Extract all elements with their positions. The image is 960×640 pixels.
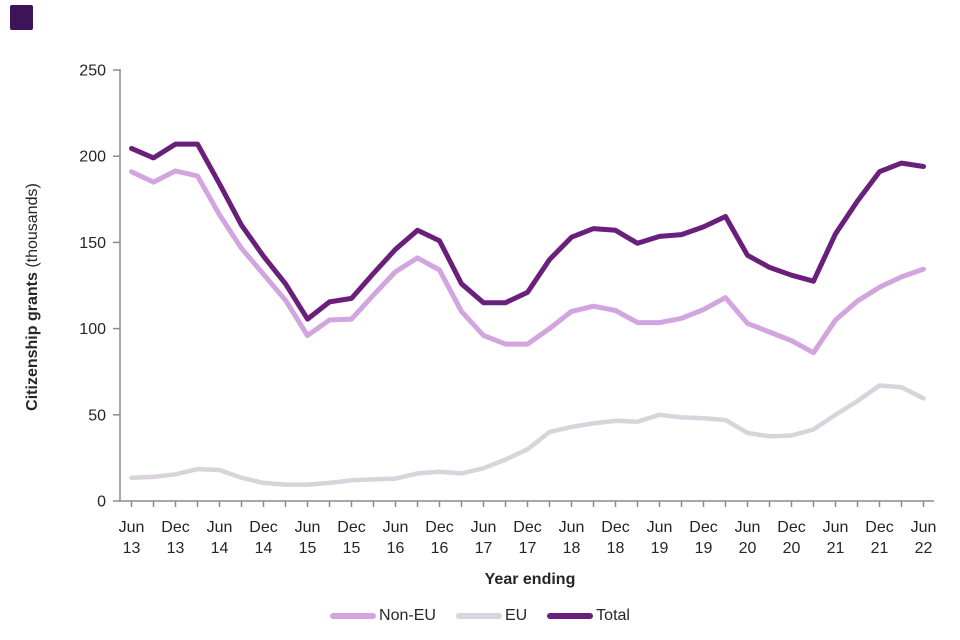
- x-axis-title: Year ending: [484, 571, 576, 588]
- x-tick-label-month: Jun: [383, 519, 409, 536]
- x-tick-label-year: 19: [695, 540, 713, 557]
- x-tick-label-month: Dec: [777, 519, 805, 536]
- x-tick-label-year: 17: [475, 540, 493, 557]
- x-tick-label-month: Dec: [249, 519, 277, 536]
- x-tick-label-year: 18: [563, 540, 581, 557]
- total-line: [129, 141, 926, 322]
- eu-legend-label: EU: [504, 607, 528, 624]
- x-tick-label-year: 19: [651, 540, 669, 557]
- x-tick-label-month: Jun: [559, 519, 585, 536]
- x-tick-label-month: Jun: [911, 519, 937, 536]
- y-axis-title-units: (thousands): [24, 183, 41, 273]
- x-tick-label-year: 21: [827, 540, 845, 557]
- x-tick-label-year: 21: [871, 540, 889, 557]
- x-tick-label-year: 15: [299, 540, 317, 557]
- x-tick-label-month: Dec: [425, 519, 453, 536]
- x-tick-label-year: 22: [915, 540, 933, 557]
- total-legend-label: Total: [596, 607, 630, 624]
- x-tick-label-month: Jun: [647, 519, 673, 536]
- y-axis-title-main: Citizenship grants: [24, 272, 41, 411]
- y-tick-label: 100: [79, 321, 106, 338]
- x-tick-label-year: 14: [211, 540, 229, 557]
- x-tick-label-month: Dec: [601, 519, 629, 536]
- logo-mark: [10, 5, 33, 30]
- legend-item-non-eu: Non-EU: [330, 607, 436, 625]
- x-tick-label-year: 17: [519, 540, 537, 557]
- total-swatch: [547, 613, 594, 619]
- x-tick-label-year: 18: [607, 540, 625, 557]
- x-tick-label-month: Jun: [471, 519, 497, 536]
- eu-line: [129, 383, 926, 487]
- y-tick-label: 150: [79, 235, 106, 252]
- y-tick-label: 250: [79, 63, 106, 80]
- y-tick-label: 0: [97, 494, 106, 511]
- legend-item-eu: EU: [455, 607, 528, 625]
- y-tick-label: 200: [79, 149, 106, 166]
- x-tick-label-year: 14: [255, 540, 273, 557]
- x-tick-label-month: Jun: [119, 519, 145, 536]
- x-tick-label-year: 13: [123, 540, 141, 557]
- non-eu-line: [129, 168, 926, 356]
- legend-item-total: Total: [547, 607, 630, 625]
- x-tick-label-month: Dec: [513, 519, 541, 536]
- y-tick-label: 50: [88, 407, 106, 424]
- x-tick-label-year: 20: [783, 540, 801, 557]
- non-eu-swatch: [330, 613, 377, 619]
- x-tick-label-year: 15: [343, 540, 361, 557]
- x-tick-label-month: Jun: [823, 519, 849, 536]
- x-tick-label-month: Jun: [207, 519, 233, 536]
- eu-swatch: [455, 613, 502, 619]
- x-tick-label-year: 16: [431, 540, 449, 557]
- chart-legend: Non-EU EU Total: [0, 602, 960, 630]
- x-tick-label-month: Dec: [689, 519, 717, 536]
- x-tick-label-month: Jun: [295, 519, 321, 536]
- x-tick-label-year: 13: [167, 540, 185, 557]
- x-tick-label-month: Jun: [735, 519, 761, 536]
- x-tick-label-year: 20: [739, 540, 757, 557]
- x-tick-label-year: 16: [387, 540, 405, 557]
- x-tick-label-month: Dec: [865, 519, 893, 536]
- y-axis-title: Citizenship grants (thousands): [18, 132, 48, 462]
- x-tick-label-month: Dec: [161, 519, 189, 536]
- non-eu-legend-label: Non-EU: [379, 607, 436, 624]
- x-tick-label-month: Dec: [337, 519, 365, 536]
